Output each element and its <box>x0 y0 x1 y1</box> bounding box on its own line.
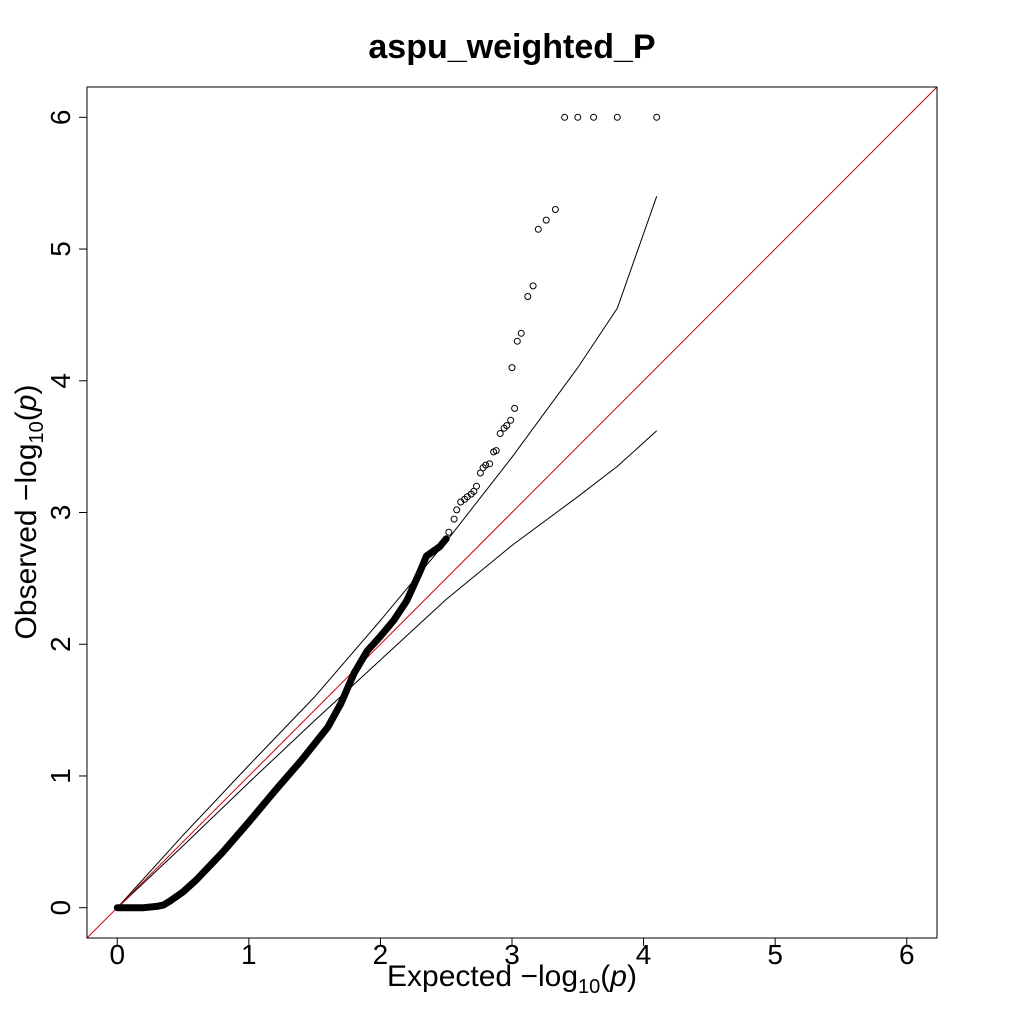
data-point <box>508 364 516 372</box>
data-point <box>513 337 521 345</box>
x-tick-label: 3 <box>504 939 520 970</box>
data-point <box>542 216 550 224</box>
x-axis-label: Expected −log10(p) <box>387 960 637 998</box>
x-tick-label: 2 <box>373 939 389 970</box>
data-point <box>473 482 480 490</box>
data-point <box>486 460 494 468</box>
y-tick-label: 1 <box>45 768 76 784</box>
confidence-band <box>116 196 658 909</box>
data-point <box>524 293 532 300</box>
data-point <box>507 416 515 424</box>
data-point <box>590 113 598 121</box>
data-points <box>113 113 661 912</box>
y-tick-label: 5 <box>45 241 76 257</box>
y-axis-label: Observed −log10(p) <box>10 385 48 640</box>
chart-title: aspu_weighted_P <box>368 28 655 66</box>
data-point <box>574 113 582 121</box>
data-point <box>551 206 559 213</box>
confidence-band-upper <box>116 196 658 909</box>
x-axis-ticks: 0 1 2 3 4 5 6 <box>109 938 915 970</box>
data-point <box>496 430 504 437</box>
data-point <box>482 461 490 469</box>
plot-area <box>87 87 937 938</box>
y-tick-label: 0 <box>45 900 76 916</box>
data-point <box>613 113 621 121</box>
x-tick-label: 1 <box>241 939 257 970</box>
y-tick-label: 3 <box>45 505 76 521</box>
confidence-band-lower <box>116 430 658 909</box>
x-tick-label: 6 <box>899 939 915 970</box>
data-point <box>503 422 511 430</box>
data-point <box>534 225 542 233</box>
y-tick-label: 2 <box>45 636 76 652</box>
dense-points <box>113 535 450 912</box>
data-point <box>445 528 453 536</box>
data-point <box>492 447 500 455</box>
data-point <box>450 515 458 523</box>
data-point <box>529 282 537 290</box>
x-tick-label: 4 <box>636 939 652 970</box>
y-tick-label: 4 <box>45 373 76 389</box>
data-point <box>476 469 484 477</box>
x-tick-label: 5 <box>767 939 783 970</box>
y-tick-label: 6 <box>45 110 76 126</box>
reference-line <box>87 87 937 938</box>
data-point <box>453 506 461 514</box>
y-axis-ticks: 0 1 2 3 4 5 6 <box>45 110 87 916</box>
data-point <box>561 113 569 121</box>
data-point <box>517 329 525 337</box>
data-point <box>511 404 519 412</box>
data-point <box>653 113 661 121</box>
x-tick-label: 0 <box>109 939 125 970</box>
